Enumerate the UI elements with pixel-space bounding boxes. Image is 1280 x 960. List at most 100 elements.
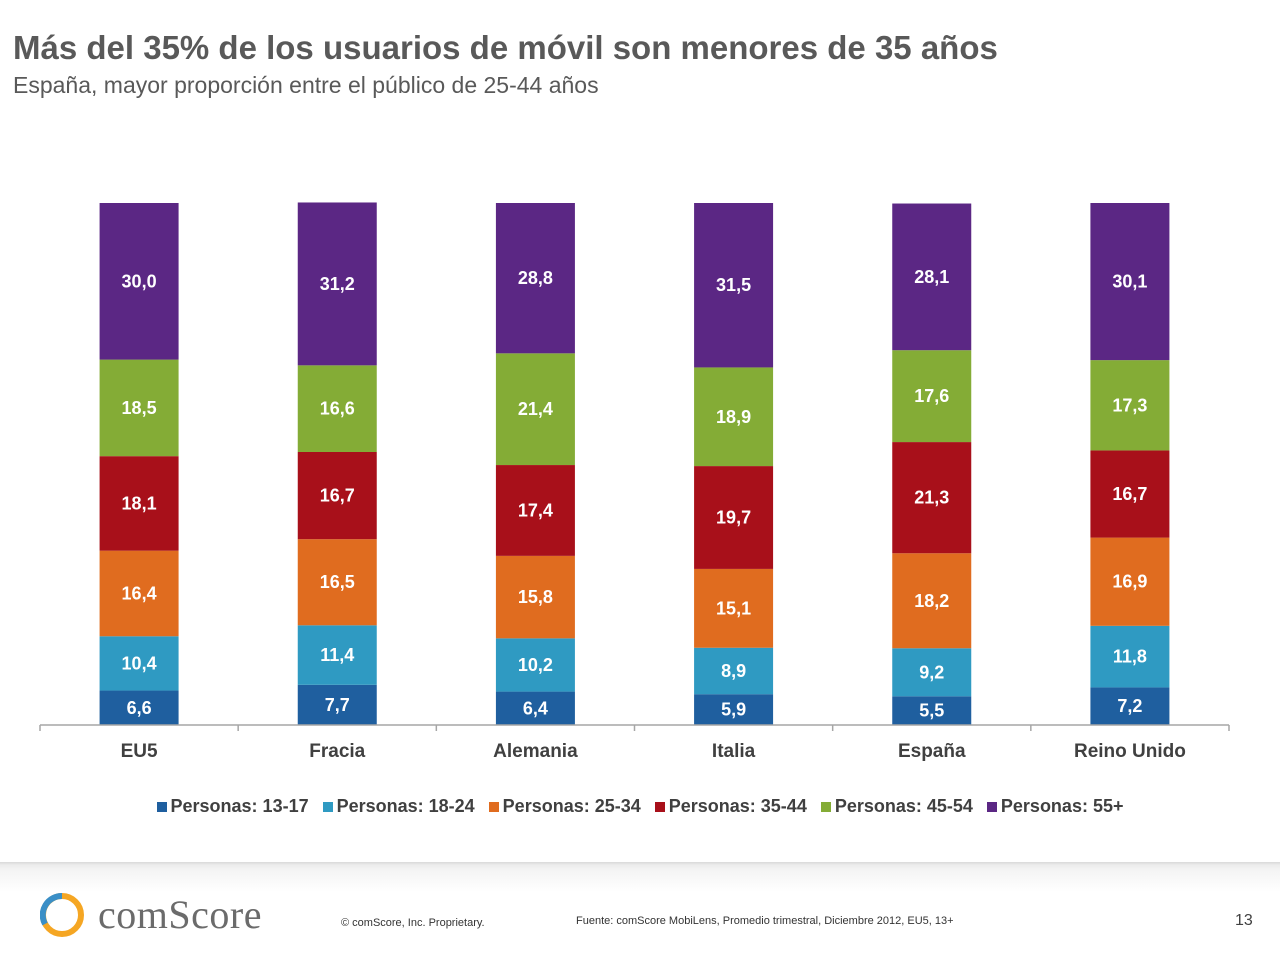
legend-swatch [654,801,665,812]
bar-segment-3-2 [694,568,774,648]
legend-item-0: Personas: 13-17 [156,796,309,817]
data-label-4-4: 17,6 [914,386,949,406]
comscore-logo-text: comScore [98,892,262,937]
bar-segment-4-2 [892,553,972,649]
data-label-4-0: 5,5 [919,701,944,721]
data-label-0-5: 30,0 [122,271,157,291]
slide-title: Más del 35% de los usuarios de móvil son… [13,29,998,66]
data-label-5-1: 11,8 [1113,647,1147,667]
data-label-0-2: 16,4 [122,583,157,603]
data-label-0-0: 6,6 [127,698,152,718]
stacked-bar-chart: 6,6 10,4 16,4 18,1 18,5 30,0 EU5 7,7 11,4 16,5 16,… [39,202,1230,762]
data-label-3-2: 15,1 [716,598,751,618]
legend-item-4: Personas: 45-54 [820,796,973,817]
category-label-5: Reino Unido [1074,741,1186,762]
bar-segment-4-0 [892,696,972,725]
bar-segment-2-2 [495,555,575,639]
category-label-3: Italia [712,741,756,762]
data-label-4-3: 21,3 [914,488,949,508]
legend-label: Personas: 25-34 [502,796,641,816]
data-label-3-4: 18,9 [716,407,751,427]
legend-item-3: Personas: 35-44 [654,796,807,817]
data-label-0-1: 10,4 [122,653,157,673]
bar-segment-3-3 [694,466,774,569]
legend-label: Personas: 45-54 [834,796,973,816]
bar-segment-0-2 [99,550,179,637]
bar-segment-3-1 [694,647,774,695]
bar-segment-3-4 [694,367,774,467]
data-label-2-3: 17,4 [518,500,553,520]
bar-segment-0-0 [99,690,179,725]
page-number: 13 [1235,912,1253,929]
bar-segment-2-4 [495,353,575,466]
bar-segment-4-1 [892,648,972,697]
legend-swatch [156,801,167,812]
bar-segment-0-1 [99,636,179,691]
category-label-1: Fracia [309,741,365,762]
category-label-0: EU5 [121,741,158,762]
data-label-2-2: 15,8 [518,587,553,607]
legend-label: Personas: 55+ [1000,796,1124,816]
source-note: Fuente: comScore MobiLens, Promedio trim… [576,915,954,927]
bar-segment-5-5 [1090,203,1170,361]
bar-segment-3-5 [694,203,774,368]
legend-label: Personas: 13-17 [170,796,309,816]
bar-segment-5-4 [1090,360,1170,451]
bar-segment-4-3 [892,442,972,554]
legend-label: Personas: 35-44 [668,796,807,816]
bar-segment-1-4 [297,365,377,452]
data-label-1-1: 11,4 [320,645,354,665]
copyright-note: © comScore, Inc. Proprietary. [341,917,485,929]
data-label-3-5: 31,5 [716,275,751,295]
data-label-1-5: 31,2 [320,274,355,294]
bar-segment-1-1 [297,625,377,685]
data-label-1-2: 16,5 [320,572,355,592]
bar-segment-2-3 [495,465,575,556]
legend-swatch [488,801,499,812]
bar-segment-0-4 [99,359,179,457]
data-label-1-4: 16,6 [320,399,355,419]
data-label-5-2: 16,9 [1112,572,1147,592]
legend-swatch [322,801,333,812]
bar-segment-3-0 [694,694,774,725]
data-label-5-4: 17,3 [1112,395,1147,415]
data-label-0-4: 18,5 [122,398,157,418]
data-label-4-2: 18,2 [914,591,949,611]
bar-segment-0-5 [99,203,179,360]
category-label-2: Alemania [493,741,578,762]
legend-item-2: Personas: 25-34 [488,796,641,817]
data-label-4-5: 28,1 [914,267,949,287]
legend-swatch [820,801,831,812]
data-label-5-5: 30,1 [1112,272,1147,292]
bar-segment-5-2 [1090,537,1170,626]
legend-label: Personas: 18-24 [336,796,475,816]
bar-segment-1-5 [297,202,377,366]
data-label-3-0: 5,9 [721,700,746,720]
data-label-2-1: 10,2 [518,655,553,675]
bar-segment-0-3 [99,456,179,551]
footer-band [0,862,1280,960]
bar-segment-2-5 [495,203,575,354]
category-label-4: España [898,741,966,762]
bar-segment-5-0 [1090,687,1170,725]
comscore-logo: comScore [40,893,262,937]
bar-segment-2-1 [495,638,575,692]
bar-segment-1-2 [297,539,377,626]
bar-segment-2-0 [495,691,575,725]
chart-legend: Personas: 13-17 Personas: 18-24 Personas: … [0,796,1280,817]
bar-segment-5-3 [1090,450,1170,538]
data-label-5-0: 7,2 [1117,696,1142,716]
legend-item-5: Personas: 55+ [986,796,1124,817]
bar-segment-1-3 [297,451,377,540]
data-label-5-3: 16,7 [1112,484,1147,504]
data-label-2-4: 21,4 [518,399,553,419]
slide-subtitle: España, mayor proporción entre el públic… [13,72,599,98]
data-label-3-3: 19,7 [716,508,751,528]
bar-segment-1-0 [297,684,377,725]
bar-segment-5-1 [1090,625,1170,688]
data-label-4-1: 9,2 [919,662,944,682]
data-label-0-3: 18,1 [122,493,157,513]
data-label-1-0: 7,7 [325,695,350,715]
bar-segment-4-4 [892,350,972,443]
data-label-1-3: 16,7 [320,486,355,506]
